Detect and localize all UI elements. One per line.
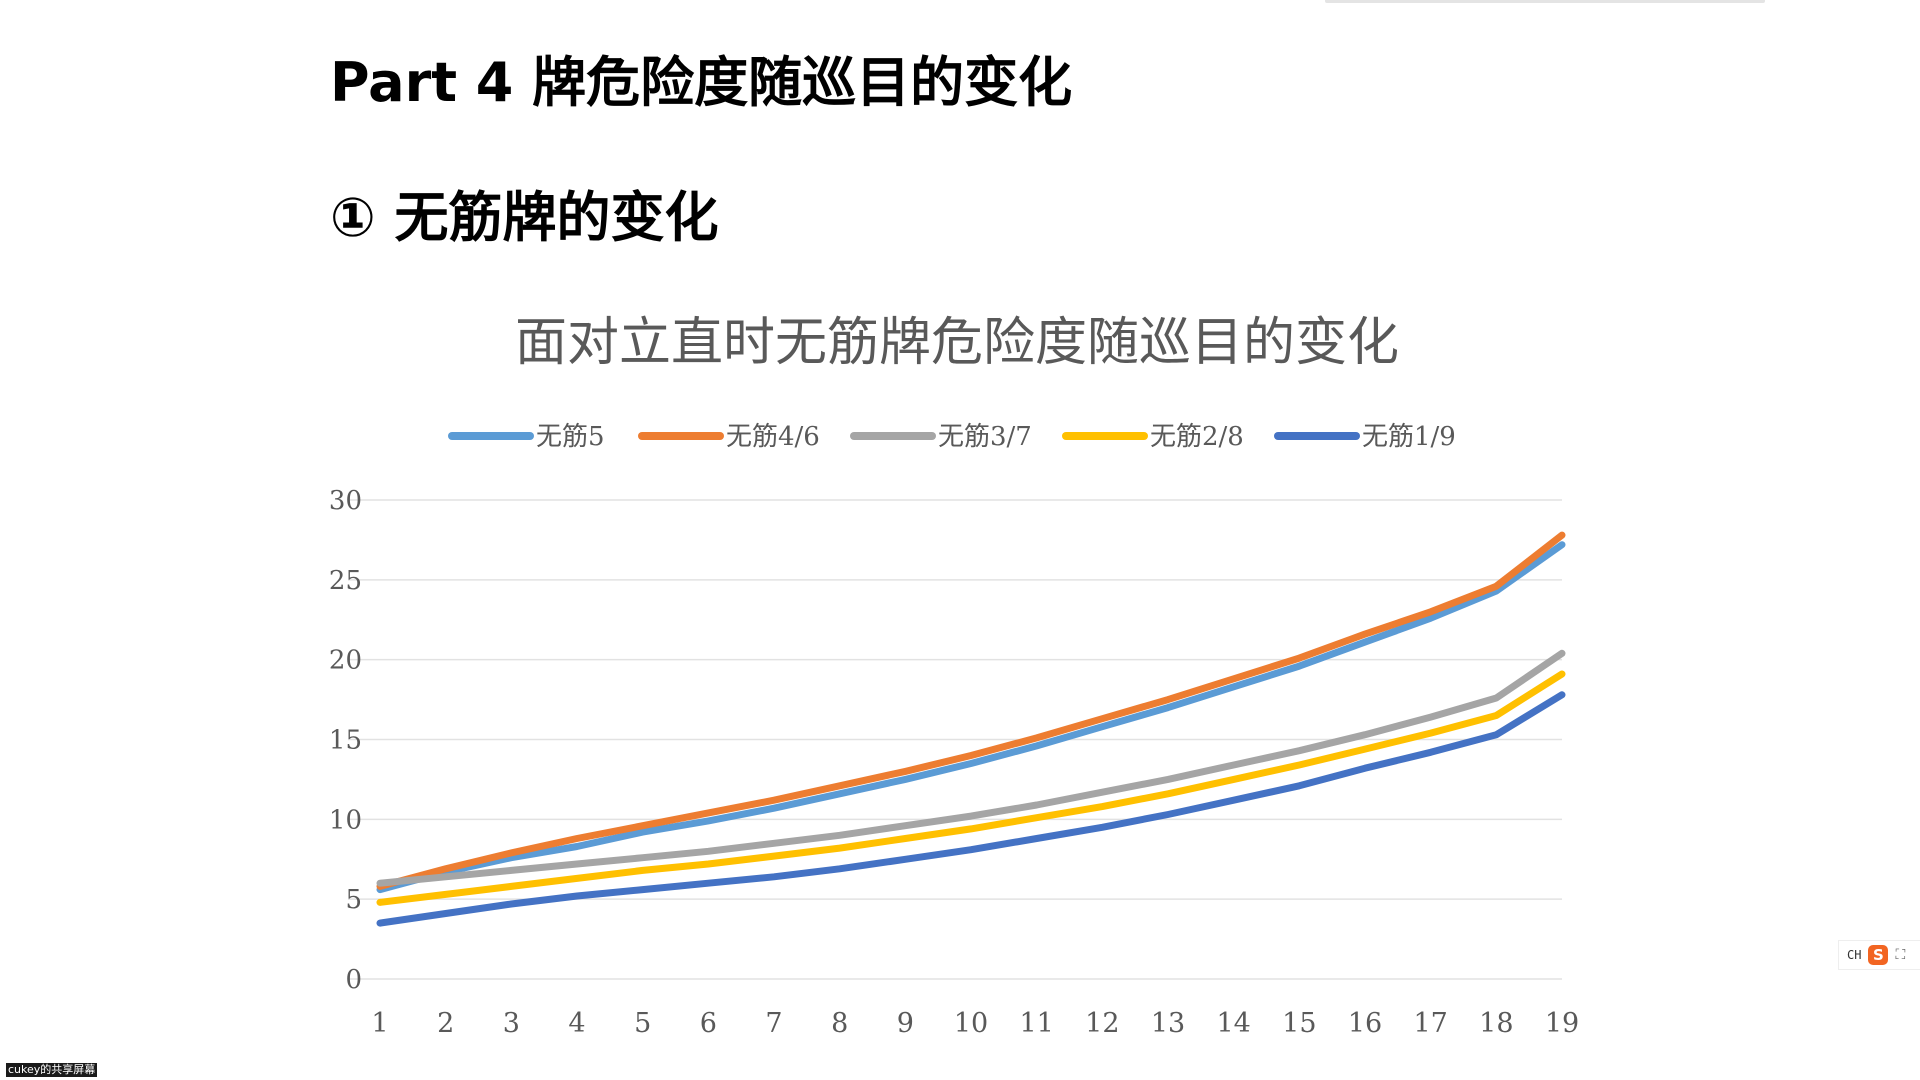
x-tick-label: 15: [1282, 1008, 1316, 1039]
series-line-2: [376, 531, 1566, 890]
x-axis: 1 2 3 4 5 6 7 8 9 10 11 12 13 14 15 16 17 18 19: [371, 1008, 1579, 1039]
section-title: ① 无筋牌的变化: [330, 186, 719, 249]
legend: 无筋5 无筋4/6 无筋3/7 无筋2/8 无筋1/9: [448, 422, 1456, 452]
x-tick-label: 9: [897, 1008, 914, 1039]
x-tick-label: 11: [1019, 1008, 1053, 1039]
x-tick-label: 1: [371, 1008, 388, 1039]
x-tick-label: 6: [700, 1008, 717, 1039]
gridlines: [348, 499, 1562, 980]
legend-label: 无筋3/7: [938, 422, 1032, 452]
y-tick-label: 30: [329, 486, 362, 516]
y-tick-label: 5: [345, 885, 362, 915]
y-tick-label: 10: [329, 805, 362, 835]
screen-share-label: cukey的共享屏幕: [6, 1063, 98, 1077]
y-axis: 0 5 10 15 20 25 30: [329, 486, 362, 995]
x-tick-label: 16: [1348, 1008, 1382, 1039]
series-line-5: [376, 691, 1566, 927]
legend-item: 无筋5: [448, 422, 605, 452]
x-tick-label: 18: [1479, 1008, 1513, 1039]
series-line-3: [376, 649, 1566, 887]
x-tick-label: 10: [954, 1008, 988, 1039]
x-tick-label: 14: [1216, 1008, 1250, 1039]
legend-label: 无筋5: [536, 422, 605, 452]
x-tick-label: 2: [437, 1008, 454, 1039]
y-tick-label: 20: [329, 646, 362, 676]
series-line-1: [376, 541, 1566, 894]
y-tick-label: 0: [345, 965, 362, 995]
expand-icon[interactable]: ⛶: [1895, 947, 1906, 963]
legend-label: 无筋1/9: [1362, 422, 1456, 452]
legend-label: 无筋4/6: [726, 422, 820, 452]
x-tick-label: 17: [1413, 1008, 1447, 1039]
top-scroll-bar: [1325, 0, 1765, 3]
x-tick-label: 3: [503, 1008, 520, 1039]
sogou-logo-icon[interactable]: S: [1868, 945, 1889, 965]
x-tick-label: 12: [1085, 1008, 1119, 1039]
chart-title: 面对立直时无筋牌危险度随巡目的变化: [515, 313, 1399, 373]
y-tick-label: 25: [329, 566, 362, 596]
x-tick-label: 7: [765, 1008, 782, 1039]
legend-item: 无筋3/7: [850, 422, 1032, 452]
x-tick-label: 5: [634, 1008, 651, 1039]
x-tick-label: 4: [568, 1008, 585, 1039]
legend-item: 无筋4/6: [638, 422, 820, 452]
x-tick-label: 19: [1545, 1008, 1579, 1039]
series-lines: [376, 531, 1566, 927]
legend-item: 无筋2/8: [1062, 422, 1244, 452]
legend-label: 无筋2/8: [1150, 422, 1244, 452]
y-tick-label: 15: [329, 726, 362, 756]
x-tick-label: 8: [831, 1008, 848, 1039]
slide-title: Part 4 牌危险度随巡目的变化: [330, 51, 1073, 114]
series-line-4: [376, 670, 1566, 906]
ime-language-toggle[interactable]: CH: [1847, 948, 1862, 962]
ime-toolbar[interactable]: CH S ⛶: [1838, 940, 1920, 970]
legend-item: 无筋1/9: [1274, 422, 1456, 452]
x-tick-label: 13: [1151, 1008, 1185, 1039]
